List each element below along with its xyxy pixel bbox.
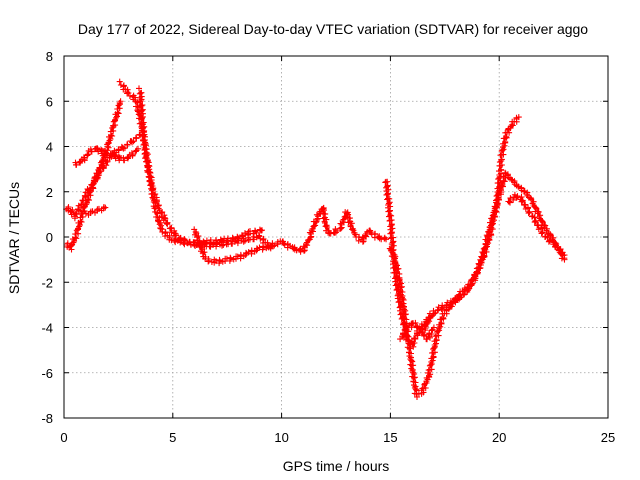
data-marks <box>505 191 568 259</box>
x-tick-label: 25 <box>601 430 615 445</box>
grid-lines <box>64 56 608 418</box>
y-tick-label: -8 <box>41 411 53 426</box>
y-axis-label: SDTVAR / TECUs <box>6 182 22 294</box>
y-tick-label: 8 <box>46 49 53 64</box>
y-tick-label: -4 <box>41 321 53 336</box>
data-marks <box>82 204 109 218</box>
x-tick-label: 15 <box>383 430 397 445</box>
data-marks <box>397 319 437 343</box>
x-tick-label: 20 <box>492 430 506 445</box>
x-tick-label: 10 <box>274 430 288 445</box>
x-tick-label: 0 <box>60 430 67 445</box>
data-series-6 <box>136 85 266 248</box>
data-points <box>63 78 568 400</box>
data-series-14 <box>505 191 568 259</box>
y-tick-label: -2 <box>41 275 53 290</box>
axis-ticks: 0 5 10 15 20 25 -8 -6 -4 -2 0 2 4 6 8 <box>41 49 615 445</box>
y-tick-label: 6 <box>46 94 53 109</box>
data-series-8 <box>268 204 390 255</box>
y-tick-label: 0 <box>46 230 53 245</box>
chart-title: Day 177 of 2022, Sidereal Day-to-day VTE… <box>78 21 588 37</box>
data-series-7 <box>191 226 274 267</box>
data-series-12 <box>397 319 437 343</box>
y-tick-label: 4 <box>46 140 53 155</box>
data-marks <box>72 145 141 168</box>
data-series-4 <box>82 204 109 218</box>
y-tick-label: 2 <box>46 185 53 200</box>
x-tick-label: 5 <box>169 430 176 445</box>
data-marks <box>268 204 390 255</box>
y-tick-label: -6 <box>41 366 53 381</box>
data-series-3 <box>72 145 141 168</box>
x-axis-label: GPS time / hours <box>283 458 390 474</box>
data-marks <box>191 226 274 267</box>
data-marks <box>136 85 266 248</box>
